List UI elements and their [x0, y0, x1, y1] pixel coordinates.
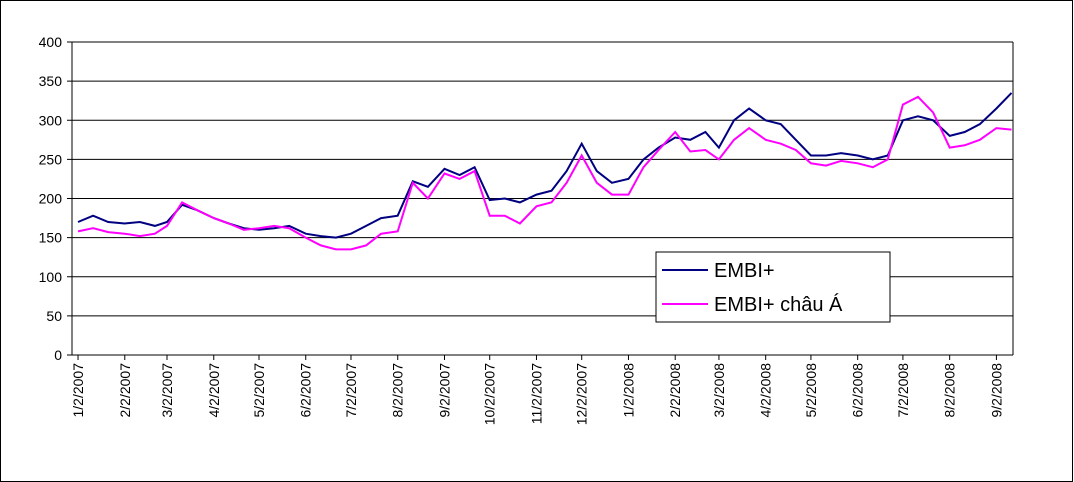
y-tick-label: 250: [39, 151, 63, 167]
y-tick-label: 300: [39, 112, 63, 128]
x-tick-label: 6/2/2008: [850, 363, 866, 418]
y-tick-label: 50: [46, 308, 62, 324]
x-tick-label: 10/2/2007: [482, 363, 498, 425]
y-tick-label: 150: [39, 230, 63, 246]
x-tick-label: 8/2/2008: [942, 363, 958, 418]
x-tick-label: 12/2/2007: [574, 363, 590, 425]
y-tick-label: 350: [39, 73, 63, 89]
y-tick-label: 0: [54, 347, 62, 363]
x-tick-label: 3/2/2007: [159, 363, 175, 418]
x-tick-label: 5/2/2007: [251, 363, 267, 418]
x-tick-label: 2/2/2007: [117, 363, 133, 418]
x-tick-label: 6/2/2007: [298, 363, 314, 418]
series-line: [77, 95, 1012, 251]
x-tick-label: 4/2/2007: [206, 363, 222, 418]
x-tick-label: 9/2/2008: [988, 363, 1004, 418]
y-tick-label: 400: [39, 34, 63, 50]
y-tick-label: 100: [39, 269, 63, 285]
x-tick-label: 8/2/2007: [390, 363, 406, 418]
y-tick-label: 200: [39, 191, 63, 207]
x-tick-label: 4/2/2008: [758, 363, 774, 418]
x-tick-label: 5/2/2008: [803, 363, 819, 418]
x-tick-label: 2/2/2008: [667, 363, 683, 418]
x-tick-label: 3/2/2008: [711, 363, 727, 418]
x-tick-label: 7/2/2007: [343, 363, 359, 418]
legend-label: EMBI+: [714, 260, 775, 282]
x-tick-label: 1/2/2008: [620, 363, 636, 418]
x-tick-label: 7/2/2008: [895, 363, 911, 418]
legend-box: [655, 251, 891, 323]
legend-label: EMBI+ châu Á: [714, 293, 843, 316]
x-tick-label: 1/2/2007: [70, 363, 86, 418]
x-tick-label: 9/2/2007: [436, 363, 452, 418]
x-tick-label: 11/2/2007: [528, 363, 544, 424]
